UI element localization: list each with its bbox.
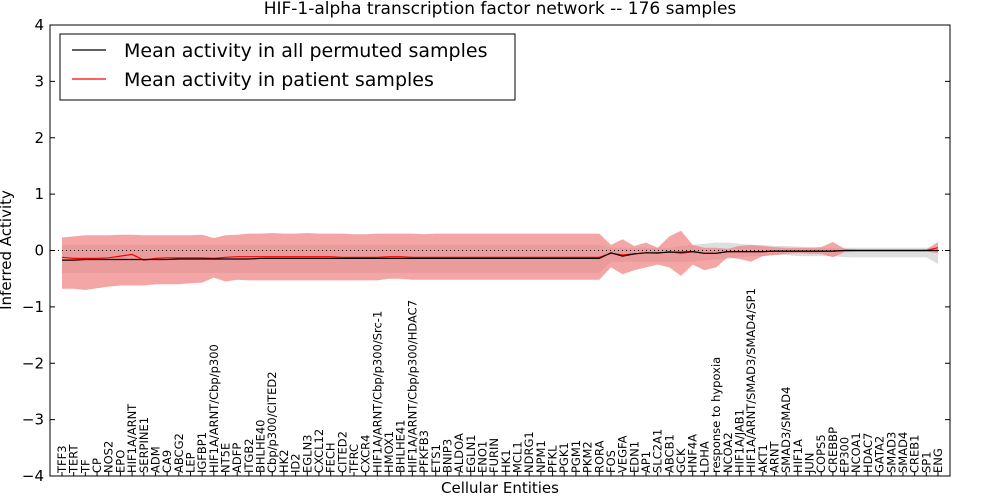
x-tick-label: TFRC — [347, 444, 361, 474]
series-line-permuted — [62, 249, 938, 261]
y-tick-label: 3 — [34, 72, 44, 90]
x-tick-label: HIF1A/ARNT/Cbp/p300 — [207, 344, 221, 473]
x-tick-label: EPO — [113, 450, 127, 473]
x-tick-label: HIF1A/ARNT/Cbp/p300/HDAC7 — [405, 300, 419, 473]
x-tick-label: NDRG1 — [522, 431, 536, 473]
x-tick-label: TF — [78, 459, 92, 474]
x-tick-label: LEP — [184, 452, 198, 473]
x-tick-label: CP — [90, 458, 104, 473]
x-tick-label: PFKFB3 — [417, 430, 431, 473]
x-tick-label: HIF1A/JAB1 — [732, 409, 746, 473]
x-tick-label: SMAD3 — [884, 432, 898, 473]
y-tick-label: 1 — [34, 185, 44, 203]
x-tick-label: SMAD3/SMAD4 — [779, 387, 793, 473]
x-tick-label: ID2 — [289, 453, 303, 473]
x-tick-label: HMOX1 — [382, 431, 396, 473]
x-tick-label: COPS5 — [814, 434, 828, 473]
x-tick-label: PFKL — [546, 445, 560, 473]
series-lines — [61, 247, 939, 261]
x-tick-label: ENG — [931, 448, 945, 473]
x-tick-label: SERPINE1 — [137, 417, 151, 473]
y-tick-label: 2 — [34, 129, 44, 147]
x-tick-label: EP300 — [838, 437, 852, 473]
x-tick-label: CREB1 — [908, 435, 922, 474]
x-tick-label: HIF1A — [791, 439, 805, 473]
patient-band — [62, 230, 938, 290]
x-tick-label: RORA — [592, 440, 606, 473]
x-tick-label: ABCB1 — [662, 434, 676, 473]
x-tick-label: SP1 — [919, 451, 933, 473]
confidence-bands — [62, 230, 938, 290]
x-tick-label: EDN1 — [627, 441, 641, 473]
x-tick-label: response to hypoxia — [709, 357, 723, 473]
x-tick-label: HIF1A/ARNT/Cbp/p300/Src-1 — [370, 311, 384, 473]
x-tick-label: CREBBP — [826, 427, 840, 473]
x-tick-label: ETS1 — [429, 444, 443, 473]
y-tick-label: −1 — [22, 298, 44, 316]
x-tick-label: HIF1A/ARNT — [125, 403, 139, 473]
x-tick-label: IGFBP1 — [195, 432, 209, 473]
x-tick-label: SMAD4 — [896, 432, 910, 473]
y-tick-label: −2 — [22, 354, 44, 372]
x-tick-label: HK2 — [277, 449, 291, 473]
x-tick-label: TERT — [67, 444, 81, 474]
x-tick-label: ALDOA — [452, 433, 466, 473]
y-tick-label: −3 — [22, 411, 44, 429]
y-axis-label: Inferred Activity — [0, 190, 15, 310]
x-tick-label: ADFP — [230, 443, 244, 473]
x-tick-label: NT5E — [219, 443, 233, 473]
x-tick-label: SLC2A1 — [651, 429, 665, 473]
x-tick-label: PKM2 — [581, 441, 595, 473]
x-tick-label: LDHA — [697, 441, 711, 473]
x-tick-label: EGLN3 — [300, 434, 314, 473]
x-tick-label: CITED2 — [335, 431, 349, 473]
x-tick-label: VEGFA — [616, 435, 630, 473]
x-tick-label: HDAC7 — [861, 433, 875, 473]
x-tick-label: NPM1 — [534, 440, 548, 473]
x-tick-label: BHLHE40 — [254, 420, 268, 474]
x-tick-label: ENO1 — [476, 441, 490, 473]
x-tick-label: PGM1 — [569, 440, 583, 473]
x-tick-label: FURIN — [487, 438, 501, 473]
x-tick-label: AP1 — [639, 451, 653, 473]
x-axis: TFF3TERTTFCPNOS2EPOHIF1A/ARNTSERPINE1ADM… — [55, 288, 945, 476]
x-tick-label: HK1 — [499, 449, 513, 473]
x-tick-label: HNF4A — [686, 434, 700, 473]
x-tick-label: EGLN1 — [464, 434, 478, 473]
x-tick-label: MCL1 — [511, 441, 525, 473]
x-tick-label: ITGB2 — [242, 438, 256, 473]
x-tick-label: CXCL12 — [312, 429, 326, 473]
x-tick-label: ADM — [148, 446, 162, 473]
x-tick-label: GATA2 — [873, 436, 887, 473]
y-tick-label: 0 — [34, 242, 44, 260]
x-tick-label: BHLHE41 — [394, 420, 408, 474]
x-tick-label: TFF3 — [55, 445, 69, 474]
x-tick-label: BNIP3 — [440, 439, 454, 473]
x-tick-label: NOS2 — [102, 441, 116, 473]
legend-box — [59, 33, 516, 101]
x-tick-label: JUN — [803, 453, 817, 474]
x-tick-label: AKT1 — [756, 444, 770, 473]
x-tick-label: ABCG2 — [172, 433, 186, 473]
x-tick-label: PGK1 — [557, 442, 571, 473]
y-tick-label: 4 — [34, 16, 44, 34]
x-tick-label: ARNT — [768, 441, 782, 473]
legend: Mean activity in all permuted samples Me… — [59, 33, 516, 101]
legend-label-patient: Mean activity in patient samples — [124, 69, 434, 91]
chart-title: HIF-1-alpha transcription factor network… — [264, 0, 737, 19]
y-tick-label: −4 — [22, 467, 44, 485]
x-tick-label: NCOA1 — [849, 432, 863, 473]
x-tick-label: Cbp/p300/CITED2 — [265, 371, 279, 473]
x-tick-label: FOS — [604, 450, 618, 473]
legend-label-permuted: Mean activity in all permuted samples — [124, 40, 487, 62]
x-tick-label: CXCR4 — [359, 435, 373, 473]
x-tick-label: HIF1A/ARNT/SMAD3/SMAD4/SP1 — [744, 288, 758, 473]
x-axis-label: Cellular Entities — [441, 479, 559, 497]
x-tick-label: GCK — [674, 448, 688, 473]
x-tick-label: NCOA2 — [721, 432, 735, 473]
x-tick-label: CA9 — [160, 450, 174, 473]
x-tick-label: FECH — [324, 442, 338, 473]
y-axis: −4 −3 −2 −1 0 1 2 3 4 — [22, 16, 950, 485]
